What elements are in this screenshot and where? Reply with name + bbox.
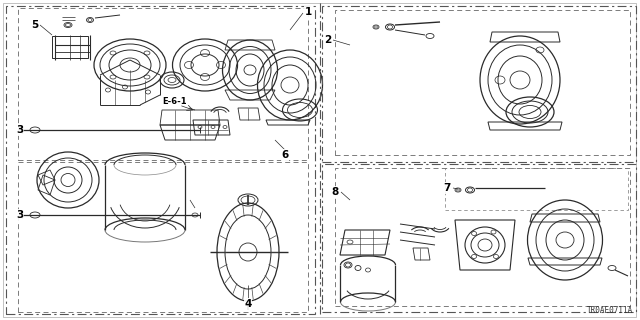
Text: TR0AE0711A: TR0AE0711A (587, 306, 633, 315)
Text: 1: 1 (305, 7, 312, 17)
Text: 6: 6 (282, 150, 289, 160)
Text: 4: 4 (244, 299, 252, 309)
Text: 3: 3 (17, 210, 24, 220)
Text: 3: 3 (17, 125, 24, 135)
Text: 7: 7 (444, 183, 451, 193)
Text: 2: 2 (324, 35, 332, 45)
Text: 8: 8 (332, 187, 339, 197)
Text: E-6-1: E-6-1 (163, 98, 188, 107)
Text: 5: 5 (31, 20, 38, 30)
